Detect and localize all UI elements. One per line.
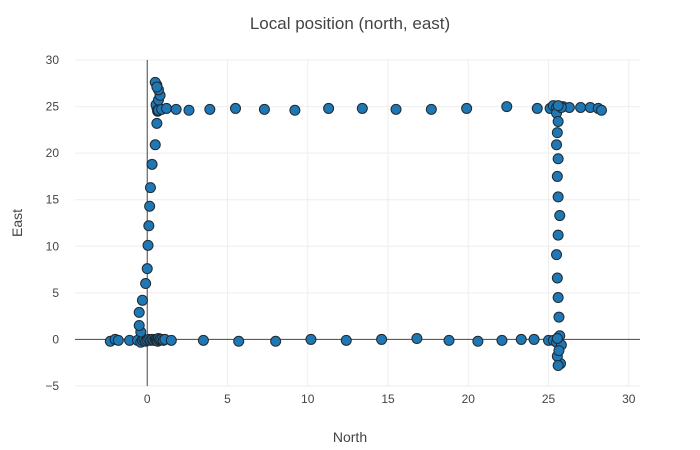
data-point	[340, 334, 352, 346]
data-point	[553, 345, 565, 357]
y-tick-label: 5	[52, 286, 59, 300]
data-point	[496, 334, 508, 346]
data-point	[140, 278, 152, 290]
data-point	[552, 153, 564, 165]
data-point	[146, 158, 158, 170]
data-point	[552, 100, 564, 112]
data-point	[551, 170, 563, 182]
data-point	[165, 334, 177, 346]
data-point	[258, 103, 270, 115]
y-tick-label: 30	[46, 53, 60, 67]
data-point	[425, 103, 437, 115]
data-point	[551, 249, 563, 261]
data-point	[411, 332, 423, 344]
data-point	[112, 334, 124, 346]
data-point	[151, 81, 163, 93]
data-point	[551, 332, 563, 344]
y-tick-label: −5	[45, 379, 59, 393]
data-point	[230, 102, 242, 114]
data-point	[133, 306, 145, 318]
data-point	[141, 263, 153, 275]
data-point	[289, 104, 301, 116]
data-point	[151, 117, 163, 129]
data-point	[197, 334, 209, 346]
x-tick-label: 20	[462, 392, 476, 406]
data-point	[552, 292, 564, 304]
x-tick-label: 10	[301, 392, 315, 406]
x-tick-labels: 0 5 10 15 20 25 30	[144, 392, 636, 406]
data-point	[142, 239, 154, 251]
y-tick-label: 15	[46, 193, 60, 207]
y-tick-label: 25	[46, 100, 60, 114]
data-point	[356, 102, 368, 114]
data-point	[323, 102, 335, 114]
data-point	[515, 333, 527, 345]
data-point	[551, 139, 563, 151]
data-point	[461, 102, 473, 114]
chart-title: Local position (north, east)	[250, 14, 450, 33]
x-tick-label: 25	[542, 392, 556, 406]
data-point	[144, 200, 156, 212]
data-point	[376, 333, 388, 345]
x-tick-label: 0	[144, 392, 151, 406]
data-point	[554, 210, 566, 222]
data-point	[390, 103, 402, 115]
data-point	[552, 191, 564, 203]
data-point	[133, 319, 145, 331]
data-point	[472, 335, 484, 347]
data-point	[233, 335, 245, 347]
x-tick-label: 5	[224, 392, 231, 406]
data-point	[305, 333, 317, 345]
data-point	[143, 220, 155, 232]
data-point	[552, 115, 564, 127]
data-point	[136, 294, 148, 306]
data-point	[149, 139, 161, 151]
x-tick-label: 30	[622, 392, 636, 406]
data-point	[551, 272, 563, 284]
y-tick-label: 20	[46, 146, 60, 160]
data-points	[104, 76, 607, 372]
data-point	[553, 311, 565, 323]
data-point	[160, 102, 172, 114]
data-point	[575, 102, 587, 114]
x-tick-label: 15	[381, 392, 395, 406]
data-point	[443, 334, 455, 346]
y-tick-label: 0	[52, 332, 59, 346]
data-point	[183, 104, 195, 116]
x-axis-title: North	[333, 429, 367, 445]
data-point	[270, 335, 282, 347]
y-axis-title: East	[9, 209, 25, 237]
data-point	[501, 101, 513, 113]
data-point	[531, 102, 543, 114]
data-point	[204, 103, 216, 115]
data-point	[551, 127, 563, 139]
y-tick-label: 10	[46, 239, 60, 253]
data-point	[170, 103, 182, 115]
data-point	[528, 333, 540, 345]
y-tick-labels: −5 0 5 10 15 20 25 30	[45, 53, 59, 393]
data-point	[144, 182, 156, 194]
data-point	[552, 360, 564, 372]
data-point	[595, 104, 607, 116]
data-point	[552, 229, 564, 241]
